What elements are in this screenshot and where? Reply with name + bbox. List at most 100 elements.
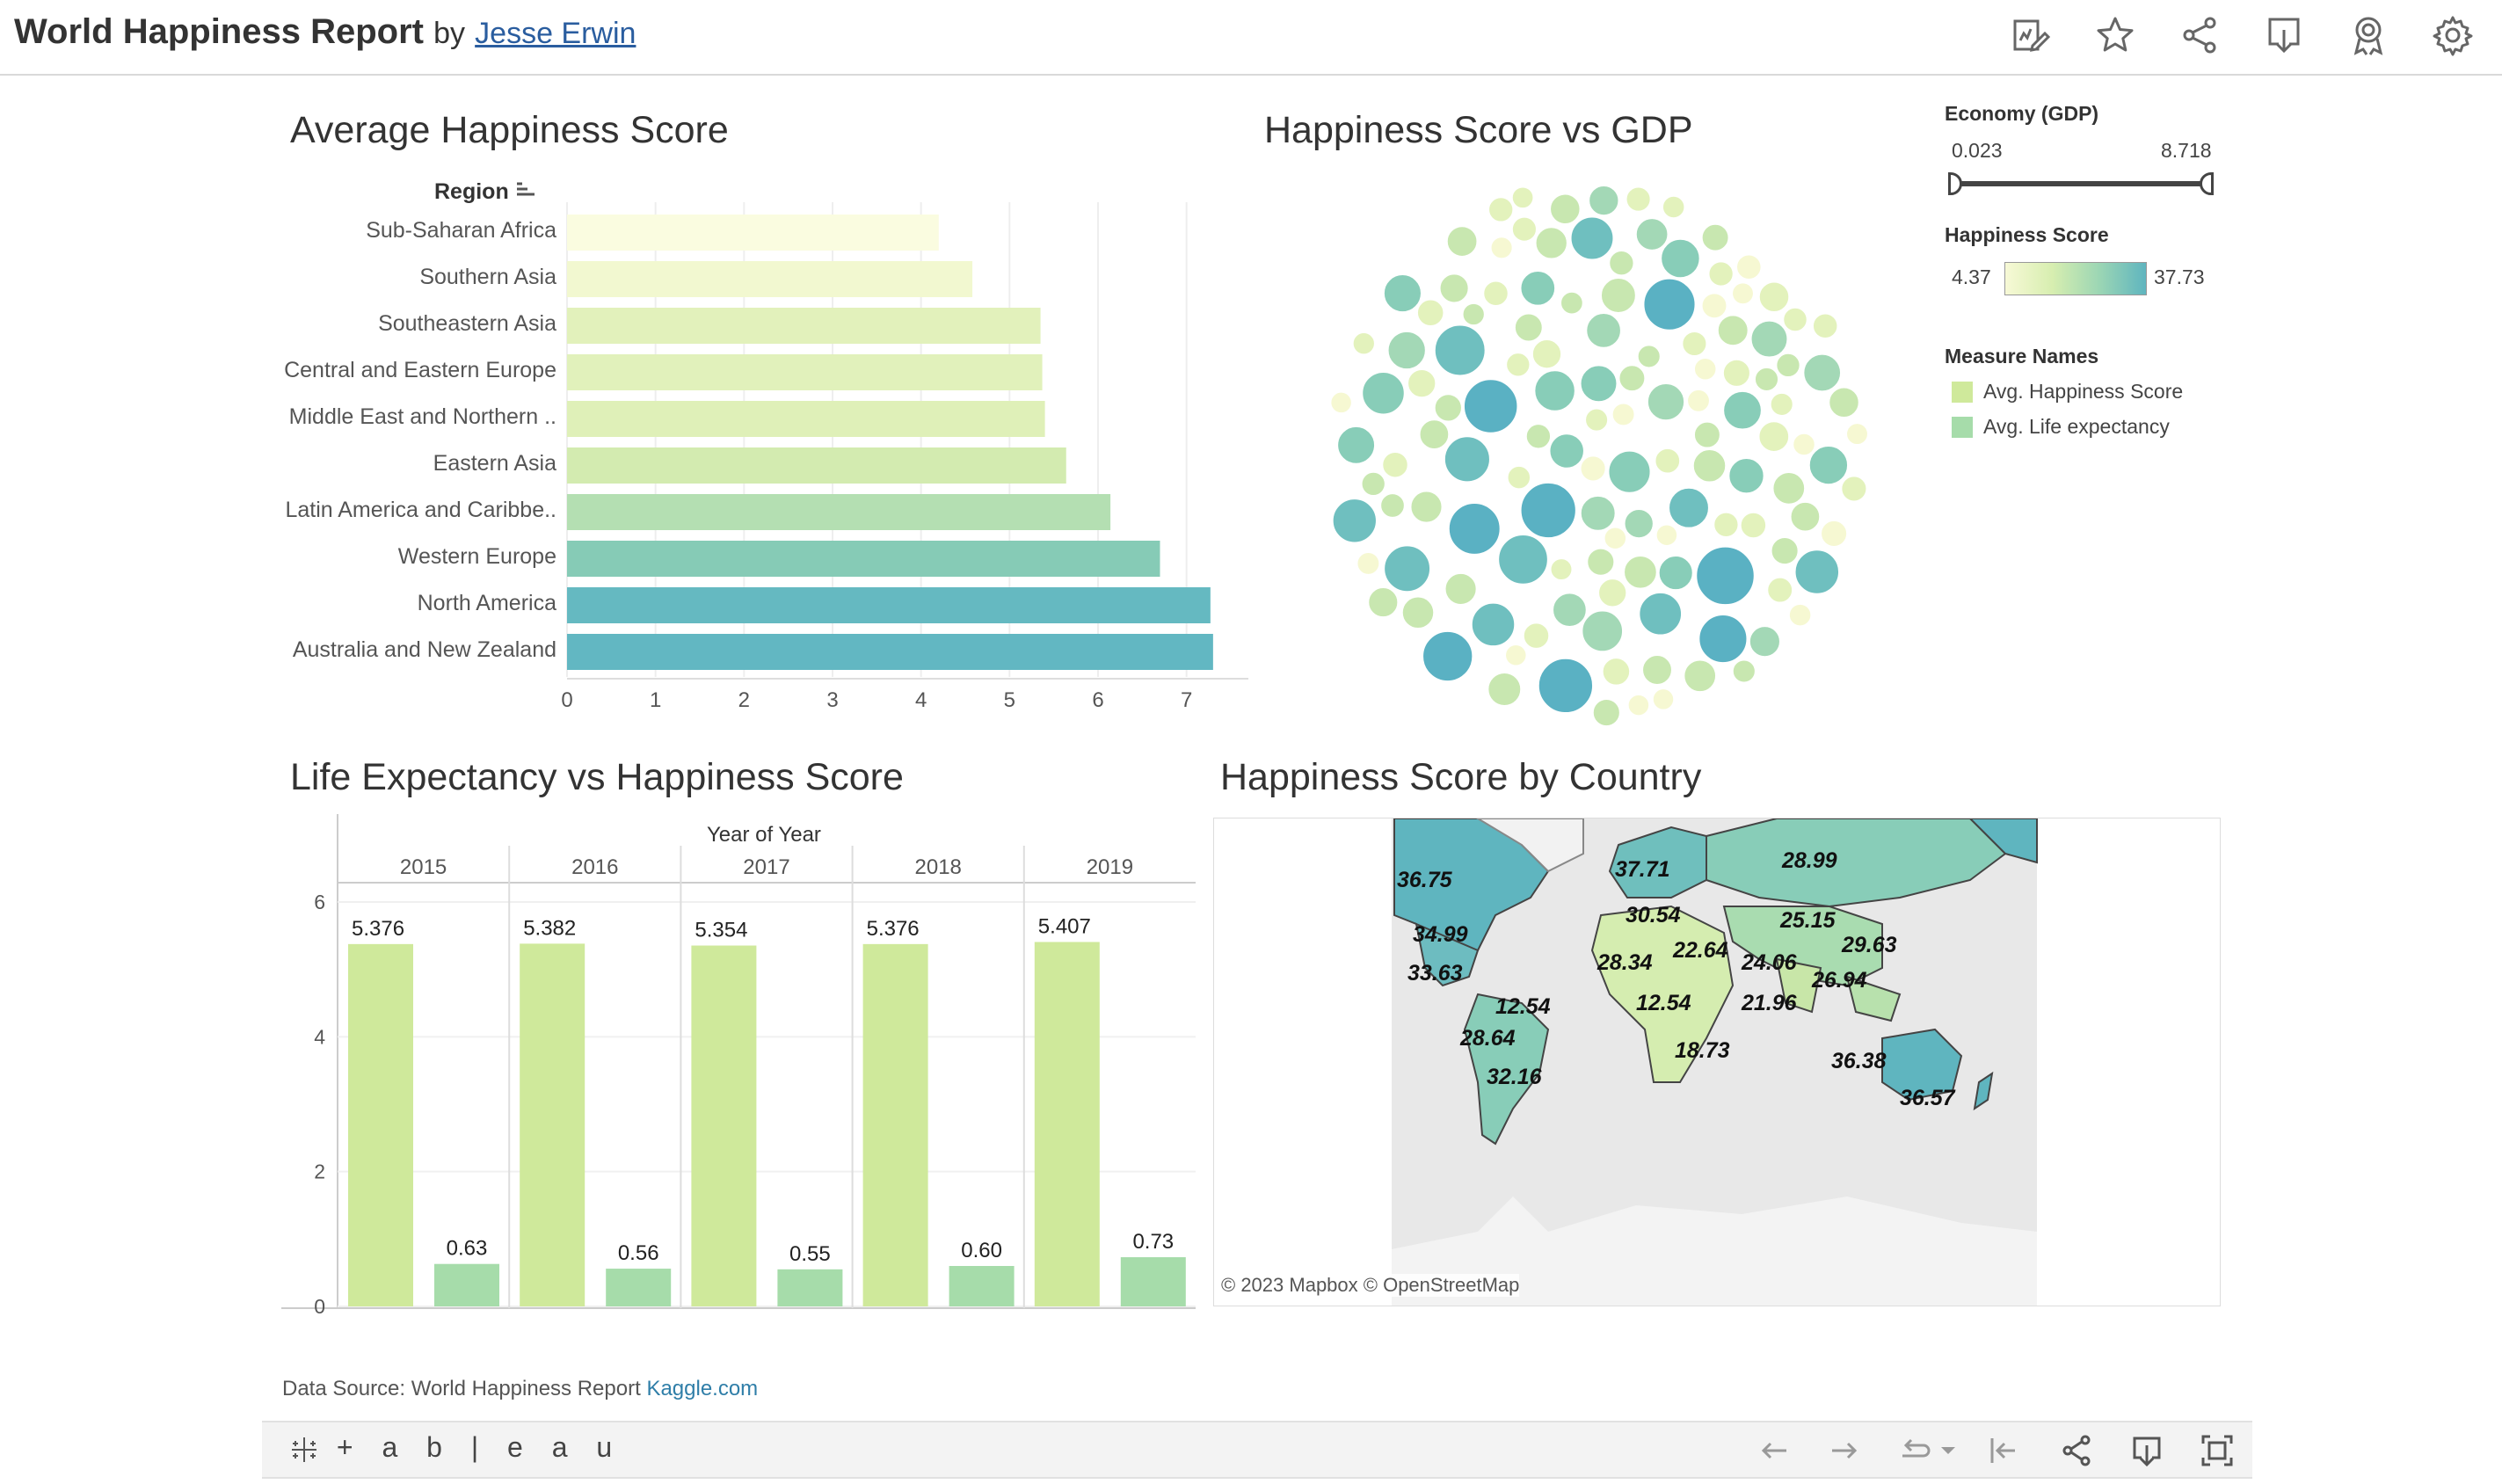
country-bubble[interactable] xyxy=(1463,378,1518,434)
country-bubble[interactable] xyxy=(1387,331,1427,370)
country-bubble[interactable] xyxy=(1600,277,1637,314)
measure-label-happiness[interactable]: Avg. Happiness Score xyxy=(1983,380,2184,403)
africa-region[interactable] xyxy=(1590,905,1735,1083)
country-bubble[interactable] xyxy=(1770,392,1794,417)
country-bubble[interactable] xyxy=(1668,487,1710,529)
country-bubble[interactable] xyxy=(1735,253,1763,280)
country-bubble[interactable] xyxy=(1444,435,1491,483)
country-bubble[interactable] xyxy=(1611,402,1636,426)
country-bubble[interactable] xyxy=(1356,551,1380,576)
life-expectancy-bar[interactable] xyxy=(1120,1257,1186,1306)
country-bubble[interactable] xyxy=(1533,369,1576,412)
country-bubble[interactable] xyxy=(1401,596,1435,629)
country-bubble[interactable] xyxy=(1695,546,1756,606)
region-bar[interactable] xyxy=(567,541,1160,577)
alaska-region[interactable] xyxy=(1968,818,2038,864)
country-bubble[interactable] xyxy=(1570,216,1614,260)
country-bubble[interactable] xyxy=(1641,654,1673,686)
country-bubble[interactable] xyxy=(1381,451,1409,478)
country-bubble[interactable] xyxy=(1439,273,1470,303)
australia-region[interactable] xyxy=(1881,1028,1963,1102)
country-bubble[interactable] xyxy=(1419,418,1450,450)
country-bubble[interactable] xyxy=(1758,280,1790,313)
country-bubble[interactable] xyxy=(1586,548,1615,577)
new-zealand-region[interactable] xyxy=(1973,1071,1994,1111)
country-bubble[interactable] xyxy=(1828,386,1860,418)
country-bubble[interactable] xyxy=(1507,465,1531,490)
country-bubble[interactable] xyxy=(1642,278,1697,331)
country-bubble[interactable] xyxy=(1497,534,1549,586)
map-view[interactable]: 36.75 37.71 28.99 30.54 25.15 34.99 28.3… xyxy=(1213,818,2221,1306)
reset-icon[interactable] xyxy=(1985,1433,2020,1468)
region-bar[interactable] xyxy=(567,261,973,297)
country-bubble[interactable] xyxy=(1422,630,1473,682)
badge-icon[interactable] xyxy=(2347,14,2389,56)
country-bubble[interactable] xyxy=(1693,357,1717,382)
download-icon[interactable] xyxy=(2129,1433,2164,1468)
country-bubble[interactable] xyxy=(1808,445,1849,485)
country-bubble[interactable] xyxy=(1624,508,1655,539)
europe-region[interactable] xyxy=(1608,826,1707,898)
country-bubble[interactable] xyxy=(1584,408,1609,433)
region-bar[interactable] xyxy=(567,401,1045,437)
happiness-score-bar[interactable] xyxy=(691,945,757,1306)
country-bubble[interactable] xyxy=(1434,393,1463,423)
country-bubble[interactable] xyxy=(1332,498,1378,543)
happiness-score-bar[interactable] xyxy=(1034,942,1100,1306)
country-bubble[interactable] xyxy=(1597,578,1627,607)
country-bubble[interactable] xyxy=(1379,492,1406,519)
country-bubble[interactable] xyxy=(1604,526,1627,550)
author-link[interactable]: Jesse Erwin xyxy=(475,17,636,50)
country-bubble[interactable] xyxy=(1549,193,1582,225)
country-bubble[interactable] xyxy=(1652,687,1675,711)
country-bubble[interactable] xyxy=(1754,367,1779,392)
region-bar[interactable] xyxy=(567,634,1213,670)
country-bubble[interactable] xyxy=(1511,216,1538,243)
region-bar[interactable] xyxy=(567,215,939,251)
country-bubble[interactable] xyxy=(1580,364,1618,403)
country-bubble[interactable] xyxy=(1727,457,1765,494)
country-bubble[interactable] xyxy=(1722,390,1763,431)
sort-icon[interactable] xyxy=(515,181,536,199)
country-bubble[interactable] xyxy=(1361,471,1386,497)
region-bar[interactable] xyxy=(567,447,1066,484)
country-bubble[interactable] xyxy=(1523,622,1550,650)
country-bubble[interactable] xyxy=(1840,475,1867,502)
country-bubble[interactable] xyxy=(1686,389,1711,413)
country-bubble[interactable] xyxy=(1658,555,1694,591)
country-bubble[interactable] xyxy=(1722,359,1751,388)
country-bubble[interactable] xyxy=(1581,610,1624,652)
country-bubble[interactable] xyxy=(1681,331,1707,357)
country-bubble[interactable] xyxy=(1352,331,1376,355)
country-bubble[interactable] xyxy=(1845,422,1869,446)
india-region[interactable] xyxy=(1775,957,1822,1014)
country-bubble[interactable] xyxy=(1525,423,1552,449)
country-bubble[interactable] xyxy=(1692,448,1727,484)
country-bubble[interactable] xyxy=(1416,299,1444,327)
country-bubble[interactable] xyxy=(1717,314,1749,346)
world-map[interactable] xyxy=(1214,818,2220,1306)
life-expectancy-bar[interactable] xyxy=(777,1269,843,1306)
country-bubble[interactable] xyxy=(1580,495,1617,532)
country-bubble[interactable] xyxy=(1771,471,1806,506)
country-bubble[interactable] xyxy=(1535,226,1568,260)
map-attribution[interactable]: © 2023 Mapbox © OpenStreetMap xyxy=(1221,1274,1520,1297)
country-bubble[interactable] xyxy=(1383,273,1422,313)
country-bubble[interactable] xyxy=(1434,324,1487,376)
country-bubble[interactable] xyxy=(1514,313,1544,342)
south-america-region[interactable] xyxy=(1463,993,1550,1146)
region-header[interactable]: Region xyxy=(434,179,536,205)
gdp-range-slider-track[interactable] xyxy=(1953,181,2208,186)
country-bubble[interactable] xyxy=(1504,644,1528,667)
russia-region[interactable] xyxy=(1706,818,2007,908)
settings-gear-icon[interactable] xyxy=(2432,14,2474,56)
country-bubble[interactable] xyxy=(1655,523,1678,547)
country-bubble[interactable] xyxy=(1548,433,1585,469)
country-bubble[interactable] xyxy=(1329,391,1353,414)
country-bubble[interactable] xyxy=(1520,482,1577,539)
country-bubble[interactable] xyxy=(1361,371,1406,415)
country-bubble[interactable] xyxy=(1552,592,1588,628)
country-bubble[interactable] xyxy=(1654,447,1681,475)
country-bubble[interactable] xyxy=(1701,223,1730,252)
data-source-link[interactable]: Kaggle.com xyxy=(646,1377,759,1400)
